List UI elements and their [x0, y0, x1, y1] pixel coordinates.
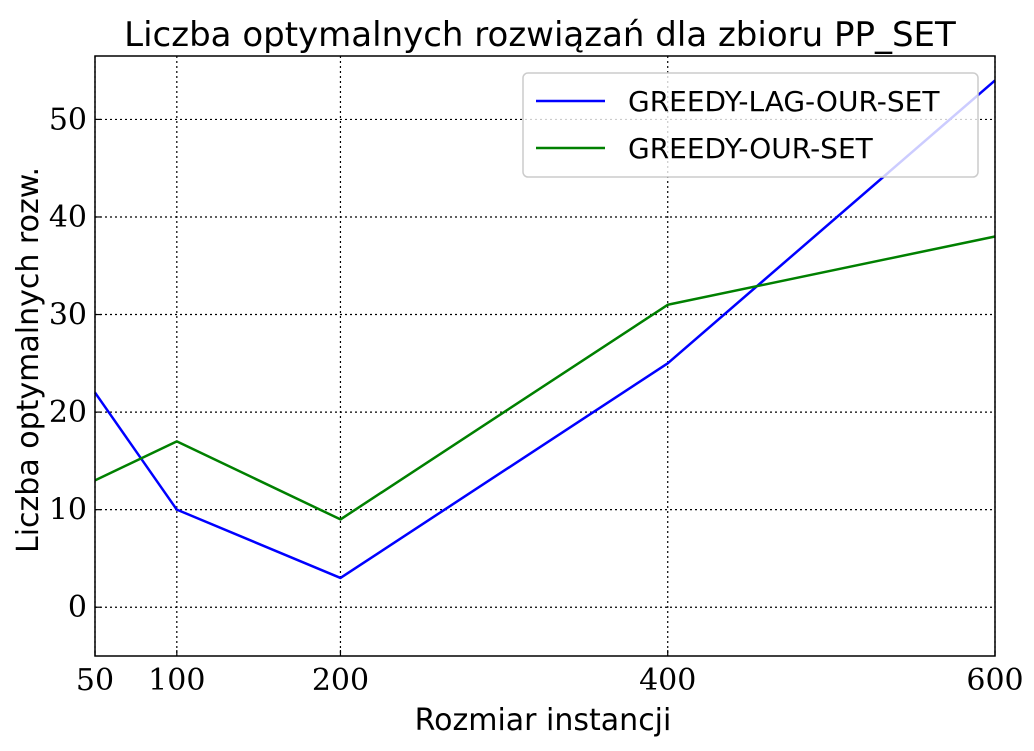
x-tick-label: 50	[76, 663, 114, 698]
legend: GREEDY-LAG-OUR-SET GREEDY-OUR-SET	[522, 72, 979, 178]
y-tick-label: 10	[49, 493, 87, 528]
axis-ticks: 50 100 200 400 600 0 10 20 30 40 50	[49, 102, 1024, 698]
series-line-2	[94, 235, 996, 521]
x-tick-label: 200	[312, 663, 369, 698]
x-tick-label: 100	[148, 663, 205, 698]
x-tick-label: 400	[639, 663, 696, 698]
legend-entry-label: GREEDY-OUR-SET	[628, 132, 874, 165]
plot-frame	[94, 55, 996, 657]
x-tick-label: 600	[966, 663, 1023, 698]
chart-title: Liczba optymalnych rozwiązań dla zbioru …	[124, 15, 956, 55]
y-axis-label: Liczba optymalnych rozw.	[11, 167, 46, 553]
y-tick-label: 30	[49, 298, 87, 333]
y-tick-label: 40	[49, 200, 87, 235]
y-tick-label: 0	[68, 590, 87, 625]
legend-entry-label: GREEDY-LAG-OUR-SET	[628, 85, 940, 118]
series-line-1	[93, 79, 996, 580]
legend-box	[522, 72, 979, 178]
series-lines	[93, 79, 996, 580]
y-tick-label: 50	[49, 102, 87, 137]
x-axis-label: Rozmiar instancji	[415, 703, 672, 738]
y-tick-label: 20	[49, 395, 87, 430]
